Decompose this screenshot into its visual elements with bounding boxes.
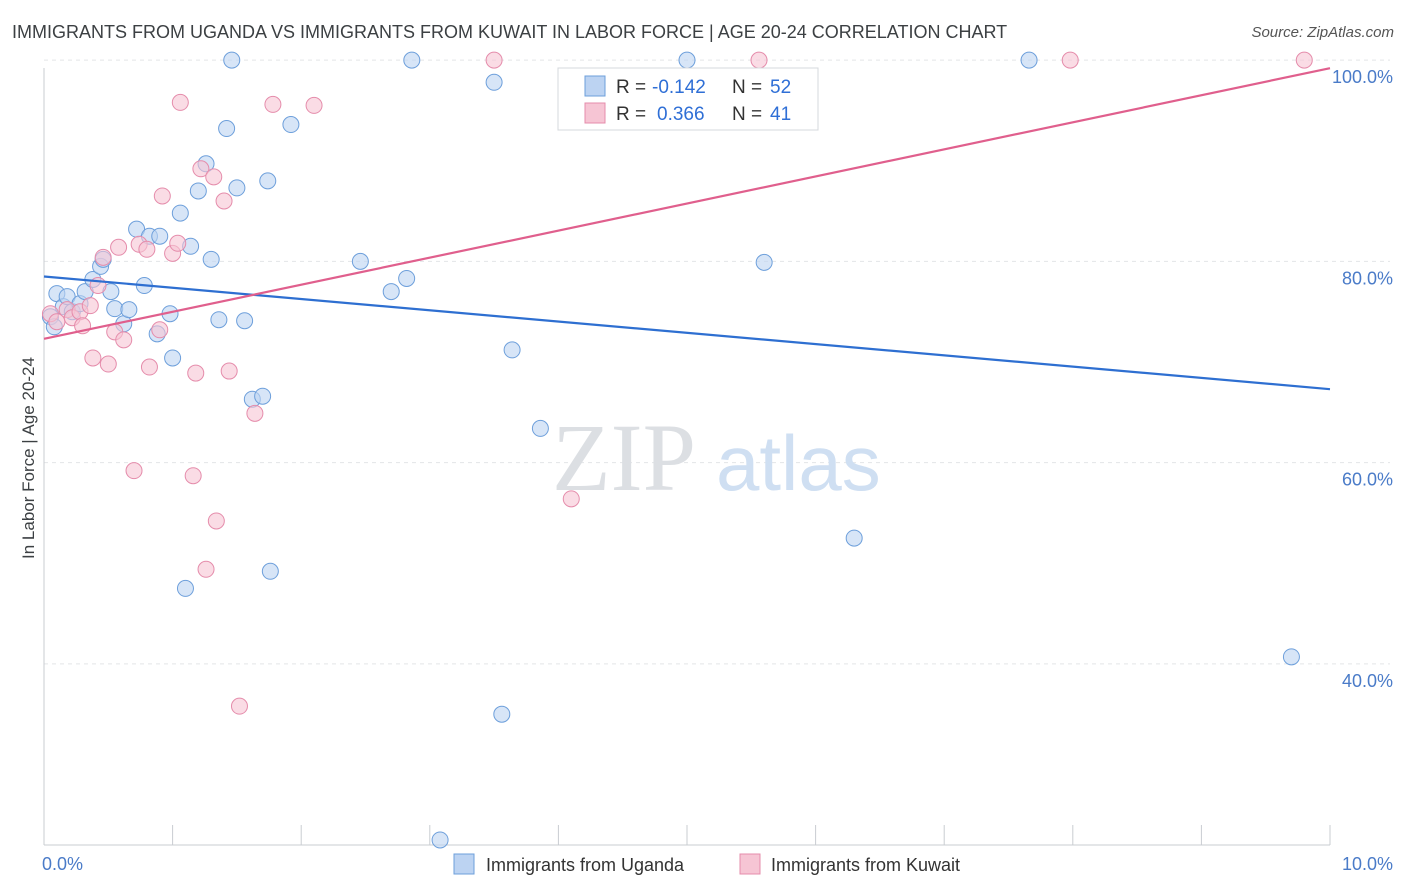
point-s1-37 — [750, 51, 768, 69]
stats-r-label-kuwait: R = — [616, 104, 646, 125]
point-s0-45 — [503, 341, 521, 359]
legend-swatch-kuwait — [739, 853, 761, 875]
chart-title: IMMIGRANTS FROM UGANDA VS IMMIGRANTS FRO… — [12, 22, 1008, 42]
point-s1-27 — [205, 168, 223, 186]
point-s0-52 — [1282, 648, 1300, 666]
stats-swatch-kuwait — [584, 102, 606, 124]
point-s0-25 — [189, 182, 207, 200]
point-s0-50 — [845, 529, 863, 547]
watermark-atlas: atlas — [716, 419, 881, 507]
point-s1-6 — [81, 297, 99, 315]
y-tick-label-2: 80.0% — [1342, 268, 1393, 288]
point-s0-49 — [755, 253, 773, 271]
stats-n-label-uganda: N = — [732, 77, 762, 98]
point-s1-33 — [264, 95, 282, 113]
legend-swatch-uganda — [453, 853, 475, 875]
y-tick-label-0: 40.0% — [1342, 671, 1393, 691]
point-s0-28 — [210, 311, 228, 329]
stats-n-label-kuwait: N = — [732, 104, 762, 125]
point-s0-18 — [151, 227, 169, 245]
point-s1-19 — [151, 321, 169, 339]
stats-legend: R = -0.142 N = 52 R = 0.366 N = 41 — [557, 67, 819, 131]
y-axis-label: In Labor Force | Age 20-24 — [19, 357, 38, 559]
point-s0-32 — [236, 312, 254, 330]
point-s1-26 — [197, 560, 215, 578]
point-s0-37 — [282, 116, 300, 134]
point-s1-17 — [140, 358, 158, 376]
trend-lines — [43, 67, 1331, 391]
grid-lines — [44, 59, 1390, 665]
point-s1-7 — [84, 349, 102, 367]
point-s1-31 — [230, 697, 248, 715]
point-s0-47 — [678, 51, 696, 69]
point-s1-13 — [115, 331, 133, 349]
point-s1-32 — [246, 404, 264, 422]
point-s1-36 — [562, 490, 580, 508]
point-s0-41 — [403, 51, 421, 69]
y-tick-label-1: 60.0% — [1342, 470, 1393, 490]
trend-line-s1 — [43, 67, 1331, 340]
stats-n-value-kuwait: 41 — [770, 104, 791, 125]
point-s1-16 — [138, 240, 156, 258]
trend-line-s0 — [43, 275, 1331, 391]
point-s1-39 — [1295, 51, 1313, 69]
stats-r-label-uganda: R = — [616, 77, 646, 98]
point-s1-10 — [99, 355, 117, 373]
point-s0-29 — [218, 120, 236, 138]
series-legend: Immigrants from Uganda Immigrants from K… — [453, 853, 960, 875]
point-s1-22 — [171, 93, 189, 111]
point-s1-29 — [215, 192, 233, 210]
point-s1-25 — [192, 160, 210, 178]
point-s0-46 — [531, 419, 549, 437]
point-s0-38 — [351, 252, 369, 270]
legend-label-uganda: Immigrants from Uganda — [486, 855, 685, 875]
point-s0-42 — [431, 831, 449, 849]
point-s1-18 — [153, 187, 171, 205]
point-s1-34 — [305, 96, 323, 114]
point-s0-34 — [254, 387, 272, 405]
legend-label-kuwait: Immigrants from Kuwait — [771, 855, 960, 875]
x-tick-label-1: 10.0% — [1342, 854, 1393, 874]
chart-source: Source: ZipAtlas.com — [1251, 24, 1394, 41]
point-s0-21 — [164, 349, 182, 367]
stats-r-value-uganda: -0.142 — [652, 77, 706, 98]
point-s1-23 — [184, 467, 202, 485]
point-s1-21 — [169, 234, 187, 252]
watermark: ZIP atlas — [552, 404, 881, 511]
y-tick-label-3: 100.0% — [1332, 67, 1393, 87]
point-s0-51 — [1020, 51, 1038, 69]
point-s0-12 — [106, 300, 124, 318]
point-s0-40 — [398, 269, 416, 287]
point-s0-36 — [261, 562, 279, 580]
point-s0-27 — [202, 250, 220, 268]
point-s1-35 — [485, 51, 503, 69]
data-points — [41, 51, 1313, 849]
point-s1-9 — [94, 248, 112, 266]
point-s1-28 — [207, 512, 225, 530]
point-s0-22 — [171, 204, 189, 222]
point-s0-35 — [259, 172, 277, 190]
point-s0-30 — [223, 51, 241, 69]
point-s1-24 — [187, 364, 205, 382]
stats-swatch-uganda — [584, 75, 606, 97]
stats-n-value-uganda: 52 — [770, 77, 791, 98]
x-tick-label-0: 0.0% — [42, 854, 83, 874]
point-s0-31 — [228, 179, 246, 197]
point-s0-14 — [120, 301, 138, 319]
point-s1-12 — [110, 238, 128, 256]
point-s0-43 — [485, 73, 503, 91]
stats-r-value-kuwait: 0.366 — [657, 104, 705, 125]
tick-labels: 40.0% 60.0% 80.0% 100.0% 0.0% 10.0% — [42, 67, 1393, 874]
point-s0-39 — [382, 283, 400, 301]
axes — [43, 68, 1331, 846]
point-s0-44 — [493, 705, 511, 723]
point-s1-14 — [125, 462, 143, 480]
point-s1-30 — [220, 362, 238, 380]
point-s0-23 — [176, 579, 194, 597]
point-s1-38 — [1061, 51, 1079, 69]
